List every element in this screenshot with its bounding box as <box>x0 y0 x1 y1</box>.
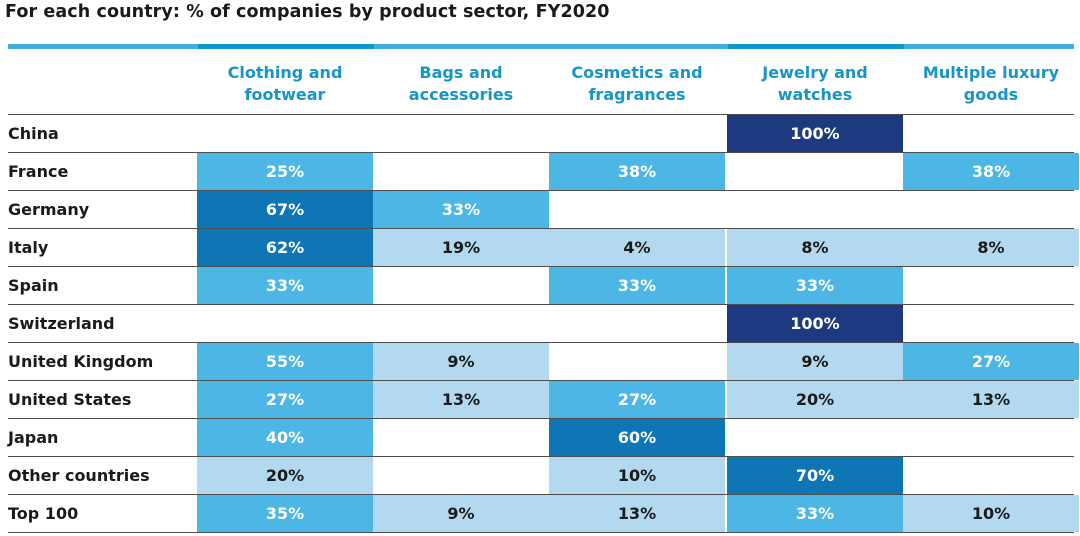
heatmap-cell: 55% <box>197 343 373 380</box>
heatmap-cell: 20% <box>727 381 903 418</box>
column-header-line: goods <box>963 85 1019 104</box>
heatmap-cell: 40% <box>197 419 373 456</box>
heatmap-cell: 70% <box>727 457 903 494</box>
row-label: China <box>8 124 59 143</box>
row-label: United Kingdom <box>8 352 154 371</box>
column-header-line: watches <box>777 85 853 104</box>
column-header: Clothing and footwear <box>197 59 373 109</box>
table-row: Switzerland 100% <box>8 304 1074 342</box>
column-header-line: Multiple luxury <box>922 63 1060 82</box>
heatmap-cell: 9% <box>373 343 549 380</box>
column-header-line: Jewelry and <box>762 63 868 82</box>
row-label: Switzerland <box>8 314 115 333</box>
column-header-line: Cosmetics and <box>571 63 703 82</box>
heatmap-cell: 13% <box>373 381 549 418</box>
heatmap-cell: 8% <box>903 229 1079 266</box>
heatmap-cell: 4% <box>549 229 725 266</box>
heatmap-cell: 27% <box>903 343 1079 380</box>
column-header: Jewelry and watches <box>727 59 903 109</box>
row-label: Other countries <box>8 466 150 485</box>
column-header: Cosmetics and fragrances <box>549 59 725 109</box>
heatmap-cell: 27% <box>197 381 373 418</box>
column-header-line: Clothing and <box>227 63 343 82</box>
heatmap-cell: 35% <box>197 495 373 532</box>
heatmap-cell: 10% <box>549 457 725 494</box>
table-row: China 100% <box>8 114 1074 152</box>
table-row: Top 100 35% 9% 13% 33% 10% <box>8 494 1079 533</box>
heatmap-cell: 33% <box>727 495 903 532</box>
heatmap-cell: 38% <box>549 153 725 190</box>
table-row: France 25% 38% 38% <box>8 152 1079 190</box>
row-label: Spain <box>8 276 59 295</box>
heatmap-cell: 25% <box>197 153 373 190</box>
heatmap-cell: 100% <box>727 305 903 342</box>
heatmap-cell: 9% <box>373 495 549 532</box>
heatmap-cell: 10% <box>903 495 1079 532</box>
heatmap-cell: 33% <box>197 267 373 304</box>
row-label: United States <box>8 390 132 409</box>
column-header-line: fragrances <box>588 85 686 104</box>
column-header-line: accessories <box>408 85 514 104</box>
row-label: Italy <box>8 238 49 257</box>
column-header-line: footwear <box>244 85 326 104</box>
heatmap-cell: 19% <box>373 229 549 266</box>
row-label: Germany <box>8 200 90 219</box>
heatmap-cell: 20% <box>197 457 373 494</box>
heatmap-cell: 33% <box>549 267 725 304</box>
header-rule <box>8 44 1074 49</box>
table-row: United States 27% 13% 27% 20% 13% <box>8 380 1079 418</box>
table-row: Spain 33% 33% 33% <box>8 266 1074 304</box>
row-label: France <box>8 162 69 181</box>
table-row: Japan 40% 60% <box>8 418 1074 456</box>
row-label: Top 100 <box>8 504 79 523</box>
column-header: Multiple luxury goods <box>903 59 1079 109</box>
heatmap-cell: 33% <box>373 191 549 228</box>
table-row: Italy 62% 19% 4% 8% 8% <box>8 228 1079 266</box>
table-row: Germany 67% 33% <box>8 190 1074 228</box>
column-header-line: Bags and <box>419 63 503 82</box>
heatmap-cell: 100% <box>727 115 903 152</box>
table-row: United Kingdom 55% 9% 9% 27% <box>8 342 1079 380</box>
heatmap-cell: 67% <box>197 191 373 228</box>
header-rule-accent <box>728 44 904 49</box>
heatmap-cell: 13% <box>903 381 1079 418</box>
heatmap-cell: 33% <box>727 267 903 304</box>
heatmap-cell: 9% <box>727 343 903 380</box>
table-row: Other countries 20% 10% 70% <box>8 456 1074 494</box>
heatmap-cell: 38% <box>903 153 1079 190</box>
heatmap-cell: 27% <box>549 381 725 418</box>
row-label: Japan <box>8 428 59 447</box>
heatmap-cell: 8% <box>727 229 903 266</box>
heatmap-cell: 62% <box>197 229 373 266</box>
chart-title: For each country: % of companies by prod… <box>5 2 610 22</box>
header-rule-accent <box>198 44 374 49</box>
heatmap-cell: 60% <box>549 419 725 456</box>
heatmap-cell: 13% <box>549 495 725 532</box>
column-header: Bags and accessories <box>373 59 549 109</box>
